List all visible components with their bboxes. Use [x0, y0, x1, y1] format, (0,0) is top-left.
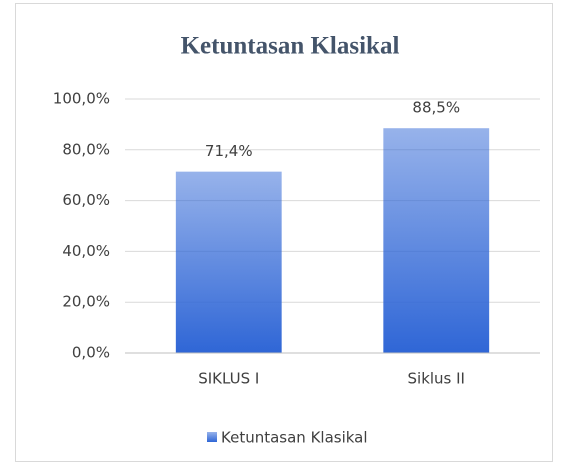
- data-label: 88,5%: [412, 99, 460, 117]
- x-tick-label: SIKLUS I: [198, 370, 259, 388]
- chart-title: Ketuntasan Klasikal: [181, 33, 400, 60]
- y-tick-label: 40,0%: [62, 242, 110, 260]
- y-tick-label: 20,0%: [62, 293, 110, 311]
- legend-label: Ketuntasan Klasikal: [221, 429, 368, 447]
- x-tick-label: Siklus II: [408, 370, 465, 388]
- y-tick-label: 0,0%: [72, 344, 110, 362]
- legend-swatch: [207, 432, 217, 442]
- bar: [175, 171, 282, 353]
- bar: [383, 128, 490, 353]
- data-label: 71,4%: [205, 142, 253, 160]
- y-tick-label: 100,0%: [53, 90, 110, 108]
- y-tick-label: 80,0%: [62, 140, 110, 158]
- y-tick-label: 60,0%: [62, 191, 110, 209]
